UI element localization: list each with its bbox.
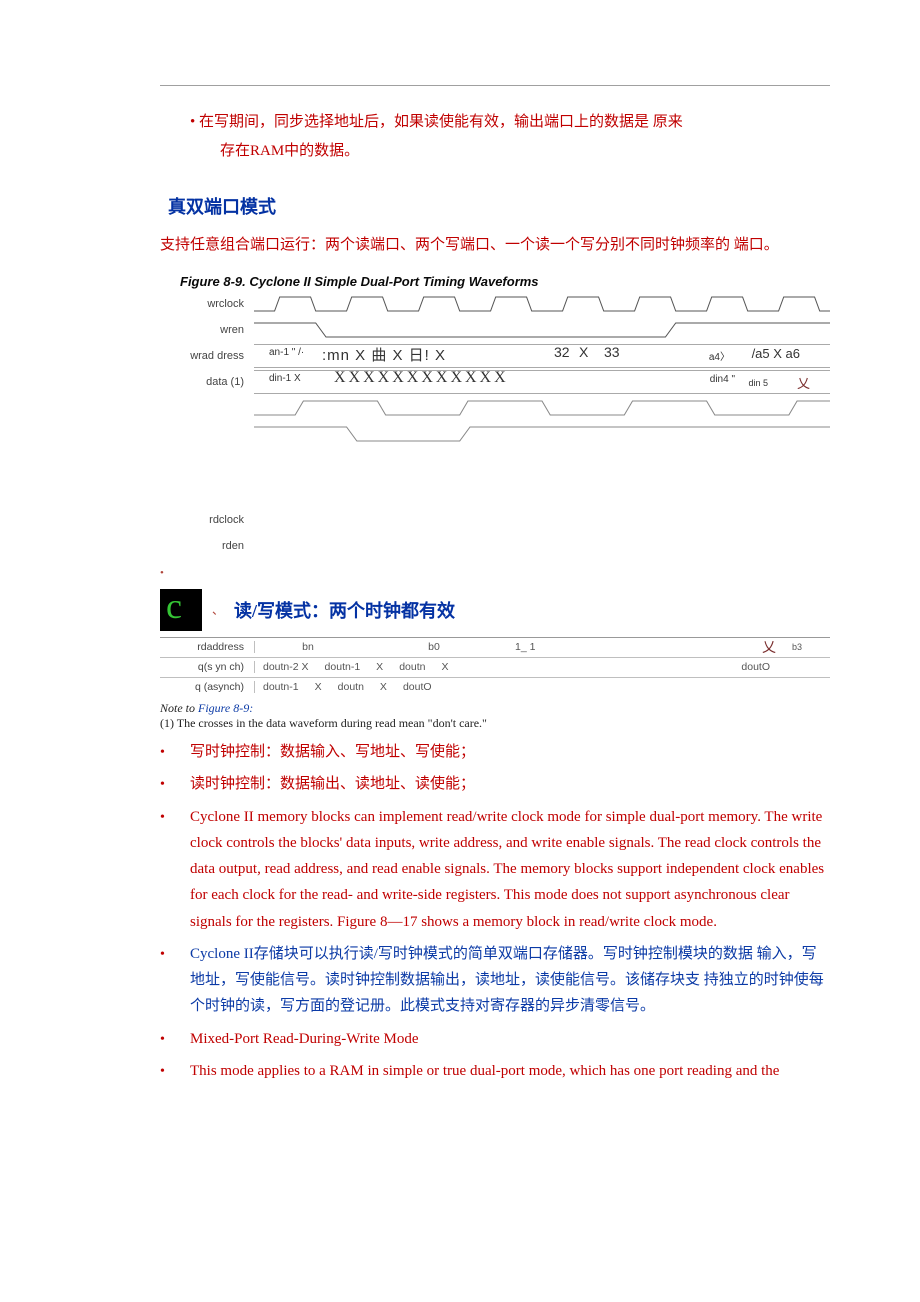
- document-page: • 在写期间，同步选择地址后，如果读使能有效，输出端口上的数据是 原来 存在RA…: [0, 0, 920, 1151]
- heading-lead-mark: 、: [212, 601, 224, 618]
- signal-wrclock: [254, 293, 830, 315]
- signal-rden: [254, 535, 830, 557]
- label-rden: rden: [160, 540, 254, 552]
- paragraph-1: 支持任意组合端口运行：两个读端口、两个写端口、一个读一个写分别不同时钟频率的 端…: [160, 231, 830, 260]
- top-bullet-block: • 在写期间，同步选择地址后，如果读使能有效，输出端口上的数据是 原来 存在RA…: [160, 108, 830, 165]
- bullet-item-2: • 读时钟控制：数据输出、读地址、读使能；: [160, 771, 830, 798]
- bullet-item-6: • This mode applies to a RAM in simple o…: [160, 1058, 830, 1085]
- bullet-item-3: • Cyclone II memory blocks can implement…: [160, 804, 830, 935]
- top-bullet-line1: • 在写期间，同步选择地址后，如果读使能有效，输出端口上的数据是 原来: [190, 108, 830, 137]
- label-rdclock: rdclock: [160, 514, 254, 526]
- bullet-item-4: • Cyclone II存储块可以执行读/写时钟模式的简单双端口存储器。写时钟控…: [160, 941, 830, 1020]
- tiny-red-dot: •: [160, 567, 830, 579]
- mini-row-qasynch: q (asynch) doutn-1 X doutn X doutO: [160, 678, 830, 697]
- signal-extra2: [254, 423, 830, 445]
- bullet-list: • 写时钟控制：数据输入、写地址、写使能； • 读时钟控制：数据输出、读地址、读…: [160, 739, 830, 1085]
- mini-row-qsynch: q(s yn ch) doutn-2 X doutn-1 X doutn X d…: [160, 658, 830, 678]
- waveform-diagram: wrclock wren wrad dress an-1 " /· :mn X …: [160, 293, 830, 557]
- signal-extra1: [254, 397, 830, 419]
- signal-data: din-1 X XXXXXXXXXXXX din4 " din 5 乂: [254, 370, 830, 394]
- note-sub: (1) The crosses in the data waveform dur…: [160, 716, 830, 731]
- letter-c-icon: c: [160, 589, 202, 631]
- label-wrclock: wrclock: [160, 298, 254, 310]
- mini-waveform-table: rdaddress bn b0 1_ 1 乂 b3 q(s yn ch) dou…: [160, 637, 830, 697]
- section-heading-1: 真双端口模式: [160, 193, 830, 219]
- heading-2-row: c 、 读/写模式：两个时钟都有效: [160, 589, 830, 631]
- label-wraddress: wrad dress: [160, 350, 254, 362]
- signal-wraddress: an-1 " /· :mn X 曲 X 日! X 32 X 33 a4〉 /a5…: [254, 344, 830, 368]
- label-wren: wren: [160, 324, 254, 336]
- signal-rdclock: [254, 509, 830, 531]
- bullet-item-5: • Mixed-Port Read-During-Write Mode: [160, 1026, 830, 1053]
- top-bullet-line2: 存在RAM中的数据。: [190, 137, 830, 166]
- figure-caption: Figure 8-9. Cyclone II Simple Dual-Port …: [180, 274, 830, 289]
- section-heading-2: 读/写模式：两个时钟都有效: [234, 597, 455, 623]
- note-line: Note to Figure 8-9:: [160, 701, 830, 716]
- mini-row-rdaddress: rdaddress bn b0 1_ 1 乂 b3: [160, 638, 830, 658]
- top-rule: [160, 85, 830, 86]
- signal-wren: [254, 319, 830, 341]
- label-data: data (1): [160, 376, 254, 388]
- bullet-item-1: • 写时钟控制：数据输入、写地址、写使能；: [160, 739, 830, 766]
